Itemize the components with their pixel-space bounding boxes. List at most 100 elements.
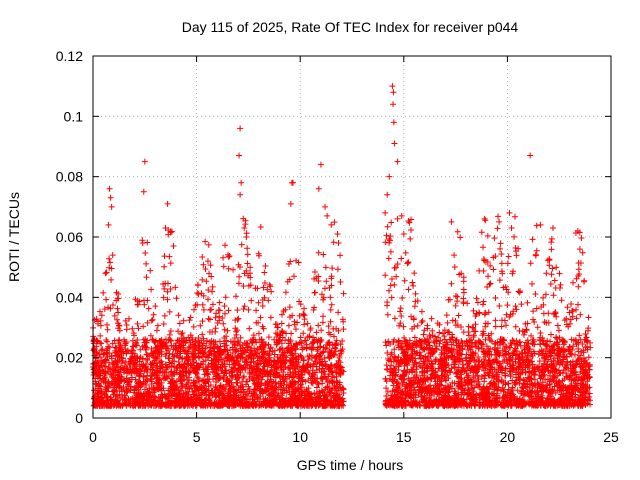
data-point xyxy=(166,308,173,315)
data-point xyxy=(197,383,204,390)
data-point xyxy=(327,377,334,384)
data-point xyxy=(153,375,160,382)
data-point xyxy=(262,381,269,388)
data-point xyxy=(135,379,142,386)
data-point xyxy=(130,330,137,337)
data-point xyxy=(337,341,344,348)
data-point xyxy=(264,286,271,293)
data-point xyxy=(164,288,171,295)
data-point xyxy=(161,312,168,319)
data-point xyxy=(129,325,136,332)
data-point xyxy=(165,337,172,344)
data-point xyxy=(253,307,260,314)
data-point xyxy=(134,337,141,344)
data-point xyxy=(311,268,318,275)
data-point xyxy=(339,346,346,353)
data-point xyxy=(144,357,151,364)
data-point xyxy=(150,311,157,318)
data-point xyxy=(236,361,243,368)
data-point xyxy=(312,289,319,296)
data-point xyxy=(147,332,154,339)
data-point xyxy=(94,359,101,366)
data-point xyxy=(179,394,186,401)
data-point xyxy=(199,253,206,260)
data-point xyxy=(224,327,231,334)
data-point xyxy=(207,347,214,354)
data-point xyxy=(257,314,264,321)
data-point xyxy=(210,369,217,376)
data-point xyxy=(177,377,184,384)
data-point xyxy=(104,321,111,328)
data-point xyxy=(333,360,340,367)
data-point xyxy=(300,330,307,337)
data-point xyxy=(319,389,326,396)
data-point xyxy=(101,306,108,313)
data-point xyxy=(202,345,209,352)
data-point xyxy=(91,395,98,402)
data-point xyxy=(247,337,254,344)
data-point xyxy=(318,291,325,298)
data-point xyxy=(150,350,157,357)
data-point xyxy=(106,255,113,262)
data-point xyxy=(160,294,167,301)
data-point xyxy=(127,383,134,390)
data-point xyxy=(299,355,306,362)
data-point xyxy=(157,376,164,383)
data-point xyxy=(172,284,179,291)
data-point xyxy=(161,253,168,260)
data-point xyxy=(154,322,161,329)
data-point xyxy=(207,262,214,269)
data-point xyxy=(339,338,346,345)
data-point xyxy=(331,333,338,340)
data-point xyxy=(220,320,227,327)
data-point xyxy=(205,287,212,294)
data-point xyxy=(135,325,142,332)
data-point xyxy=(255,299,262,306)
data-point xyxy=(134,301,141,308)
data-point xyxy=(280,360,287,367)
data-point xyxy=(327,294,334,301)
data-point xyxy=(327,318,334,325)
data-point xyxy=(304,320,311,327)
data-point xyxy=(237,369,244,376)
data-point xyxy=(260,284,267,291)
data-point xyxy=(292,371,299,378)
data-point xyxy=(123,387,130,394)
data-point xyxy=(147,267,154,274)
data-point xyxy=(240,306,247,313)
data-point xyxy=(339,395,346,402)
data-point xyxy=(264,385,271,392)
data-point xyxy=(148,345,155,352)
data-point xyxy=(175,312,182,319)
data-point xyxy=(283,330,290,337)
data-point xyxy=(247,264,254,271)
data-point xyxy=(174,350,181,357)
data-point xyxy=(98,347,105,354)
data-point xyxy=(220,254,227,261)
data-point xyxy=(104,338,111,345)
data-point xyxy=(161,285,168,292)
data-point xyxy=(218,361,225,368)
data-point xyxy=(264,378,271,385)
data-point xyxy=(326,284,333,291)
data-point xyxy=(253,339,260,346)
data-point xyxy=(240,283,247,290)
data-point xyxy=(103,296,110,303)
data-point xyxy=(318,327,325,334)
data-point xyxy=(170,243,177,250)
data-point xyxy=(203,278,210,285)
data-point xyxy=(95,364,102,371)
data-point xyxy=(185,334,192,341)
data-point xyxy=(220,263,227,270)
data-point xyxy=(266,281,273,288)
data-point xyxy=(153,348,160,355)
data-point xyxy=(310,345,317,352)
data-point xyxy=(268,288,275,295)
data-point xyxy=(298,384,305,391)
data-point xyxy=(257,393,264,400)
data-point xyxy=(319,313,326,320)
data-point xyxy=(216,299,223,306)
data-point xyxy=(253,319,260,326)
data-point xyxy=(229,364,236,371)
data-point xyxy=(195,291,202,298)
